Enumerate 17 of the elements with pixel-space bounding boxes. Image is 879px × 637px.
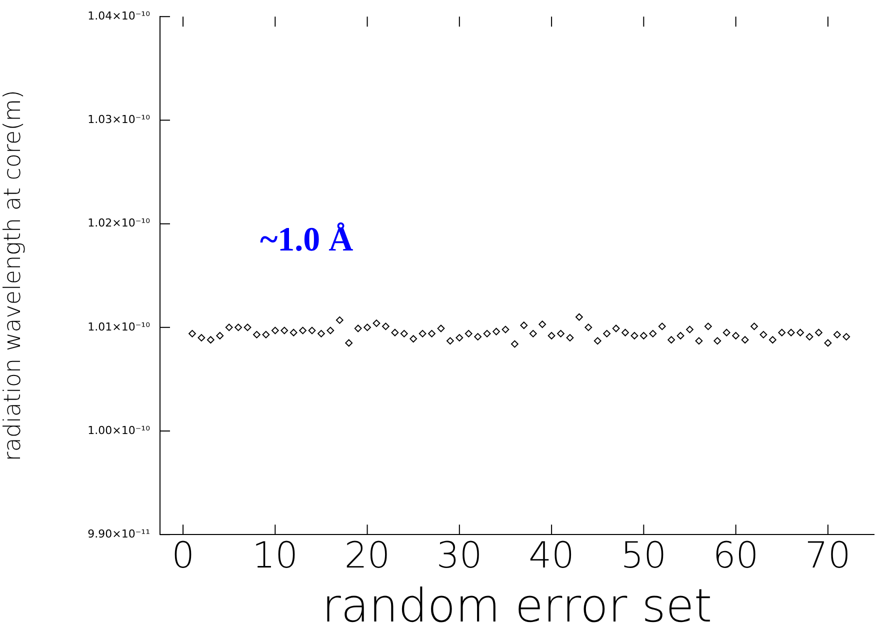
x-tick-label: 50	[620, 536, 667, 577]
x-tick-label: 70	[805, 536, 851, 577]
y-tick-label: 1.01×10⁻¹⁰	[88, 320, 151, 334]
y-axis-title: radiation wavelength at core(m)	[0, 90, 26, 462]
x-tick-label: 20	[344, 536, 390, 577]
x-tick-label: 30	[436, 536, 482, 577]
x-tick-label: 0	[172, 536, 194, 577]
y-tick-label: 1.03×10⁻¹⁰	[88, 113, 151, 126]
x-tick-label: 60	[712, 536, 759, 577]
x-tick-label: 10	[252, 536, 298, 577]
x-tick-label: 40	[528, 536, 574, 577]
y-tick-label: 9.90×10⁻¹¹	[88, 527, 150, 540]
y-tick-label: 1.04×10⁻¹⁰	[88, 9, 151, 22]
x-axis-title: random error set	[322, 578, 712, 632]
y-tick-label: 1.02×10⁻¹⁰	[88, 216, 151, 230]
y-tick-label: 1.00×10⁻¹⁰	[88, 424, 151, 437]
annotation: ~1.0 Å	[260, 221, 354, 258]
